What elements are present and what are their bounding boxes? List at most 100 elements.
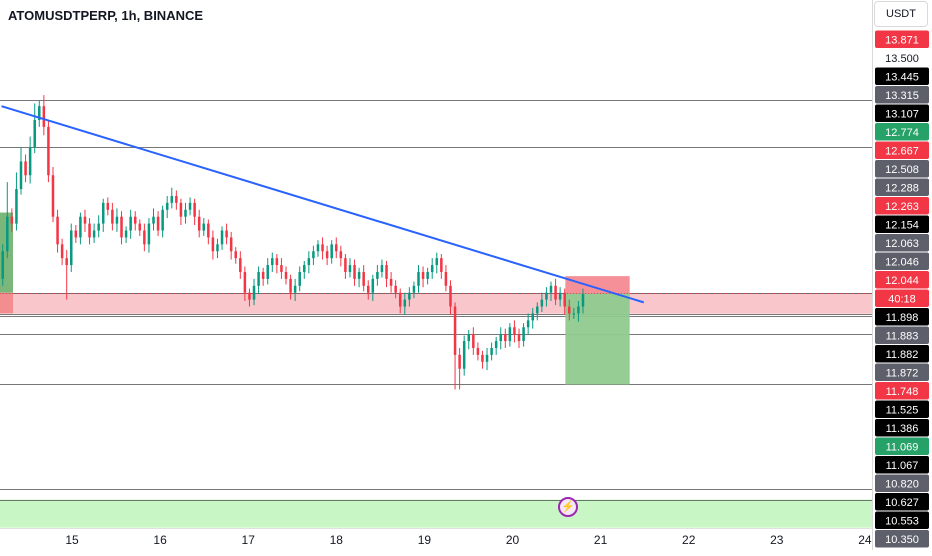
candle-body (197, 216, 201, 231)
candle-body (494, 341, 498, 348)
price-label-box (875, 160, 929, 178)
candle-body (38, 106, 41, 120)
price-axis[interactable]: 13.871 13.500 13.445 13.315 13.107 12.774 12.6… (872, 0, 932, 550)
candle-body (412, 285, 416, 293)
candle-body (472, 334, 475, 348)
price-label: 10.553 (885, 515, 919, 527)
candle-body (19, 161, 23, 190)
candle-body (408, 292, 411, 300)
candle-body (152, 216, 155, 224)
chart-plot-area[interactable] (0, 0, 872, 528)
candle-body (563, 292, 566, 307)
price-label: 10.820 (885, 478, 919, 490)
candle-body (188, 202, 192, 210)
time-tick-label: 23 (770, 533, 784, 547)
candle-body (179, 202, 183, 217)
candle-body (165, 202, 169, 210)
candle-body (536, 306, 539, 314)
candle-body (371, 278, 375, 293)
candle-body (289, 278, 292, 293)
candle-body (540, 299, 544, 307)
candle-body (577, 306, 580, 314)
price-label: 12.154 (885, 219, 919, 231)
time-tick-label: 17 (242, 533, 256, 547)
price-label-box (875, 215, 929, 233)
candle-body (6, 216, 9, 252)
price-label: 12.667 (885, 145, 919, 157)
candle-body (554, 285, 557, 300)
candle-body (138, 223, 142, 231)
candle-body (430, 265, 434, 272)
candle-body (339, 251, 343, 259)
price-label-box (875, 363, 929, 381)
price-label: 12.508 (885, 164, 919, 176)
candle-body (366, 285, 370, 293)
candle-body (175, 195, 178, 203)
price-label-box (875, 67, 929, 85)
candle-body (572, 313, 576, 315)
candle-body (74, 230, 78, 238)
lightning-icon[interactable]: ⚡ (558, 497, 578, 517)
candle-body (321, 244, 324, 252)
candle-body (467, 334, 471, 342)
time-axis-labels: 15 16 17 18 19 20 21 22 23 24 (65, 533, 872, 547)
candle-body (293, 285, 297, 293)
candle-body (568, 306, 571, 314)
price-label-box (875, 86, 929, 104)
price-axis-labels: 13.871 13.500 13.445 13.315 13.107 12.774 12.6… (875, 30, 929, 548)
price-label: 10.627 (885, 497, 919, 509)
candle-body (312, 251, 315, 259)
candle-body (280, 265, 283, 272)
position-stop-zone (565, 276, 630, 294)
candle-body (453, 306, 457, 355)
price-label-box (875, 234, 929, 252)
candle-body (106, 202, 110, 210)
candle-body (421, 271, 425, 279)
candle-body (485, 354, 489, 362)
price-label: 12.263 (885, 201, 919, 213)
price-label-box (875, 30, 929, 48)
time-tick-label: 18 (330, 533, 344, 547)
candle-body (239, 258, 242, 272)
price-label: 11.069 (886, 441, 919, 453)
candle-body (216, 244, 219, 252)
price-label-box (875, 530, 929, 548)
price-label: 12.288 (885, 182, 919, 194)
candle-body (490, 347, 493, 355)
currency-button[interactable]: USDT (874, 1, 928, 27)
candle-body (275, 258, 279, 266)
price-label: 11.525 (886, 404, 919, 416)
price-label: 11.898 (886, 312, 919, 324)
candle-body (558, 292, 562, 300)
time-axis[interactable]: 15 16 17 18 19 20 21 22 23 24 (0, 528, 872, 550)
time-tick-label: 22 (682, 533, 696, 547)
price-label-box (875, 141, 929, 159)
candle-body (234, 251, 237, 259)
candle-body (426, 271, 429, 279)
price-label: 11.748 (886, 386, 919, 398)
candle-body (143, 230, 146, 245)
candle-body (220, 230, 224, 245)
price-label-box (875, 49, 929, 67)
candle-body (344, 258, 347, 272)
candle-body (101, 202, 105, 224)
candle-body (120, 216, 123, 238)
candle-body (440, 258, 443, 272)
time-tick-label: 24 (858, 533, 872, 547)
candle-body (161, 209, 164, 231)
price-label: 12.063 (885, 238, 919, 250)
candle-body (156, 216, 160, 231)
candle-body (202, 223, 206, 231)
candle-body (193, 202, 196, 217)
price-label-box (875, 308, 929, 326)
candle-body (284, 271, 288, 279)
candle-body (79, 216, 82, 238)
candle-body (111, 209, 114, 224)
candle-body (92, 230, 96, 238)
price-label: 11.882 (886, 349, 919, 361)
candle-body (229, 237, 233, 252)
price-label: 13.445 (885, 71, 919, 83)
candle-body (115, 216, 119, 224)
price-chart[interactable] (0, 0, 872, 528)
candle-body (28, 147, 32, 176)
